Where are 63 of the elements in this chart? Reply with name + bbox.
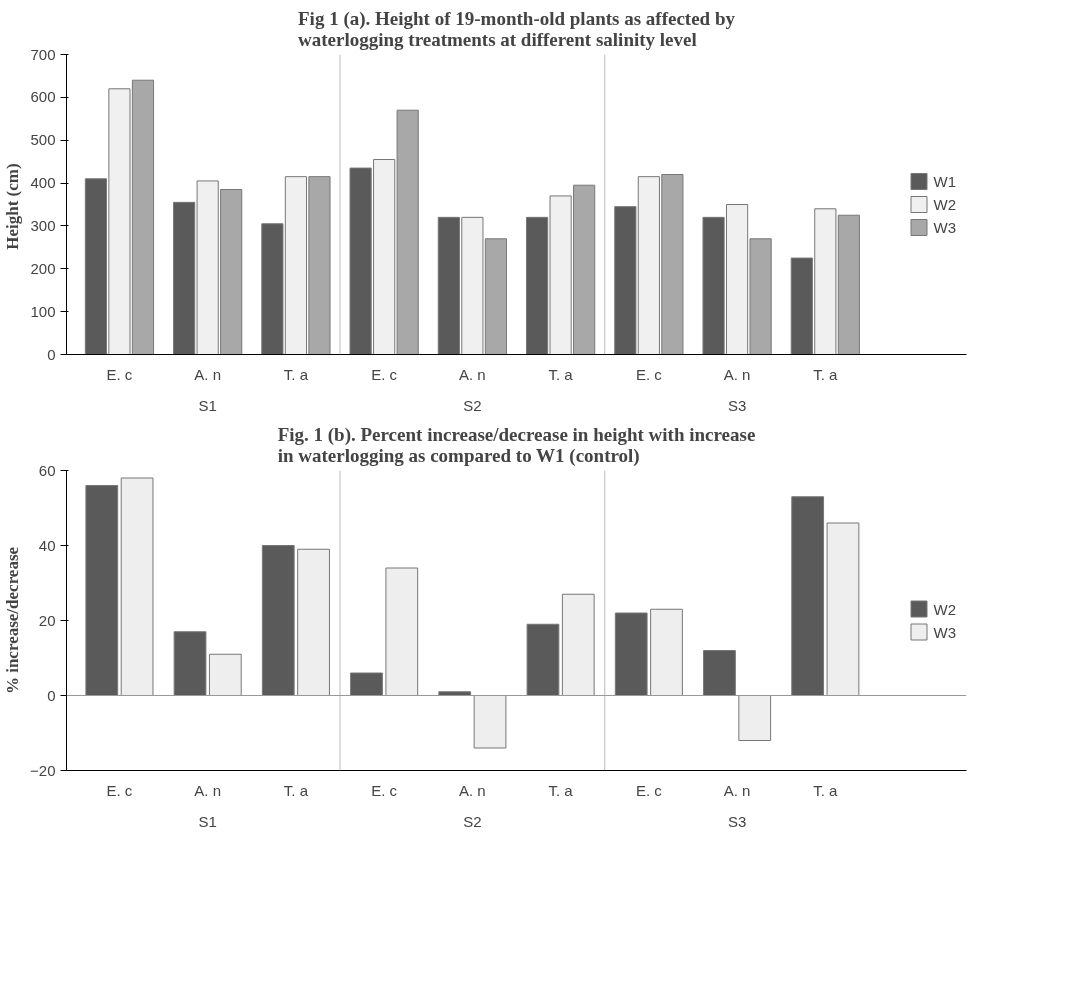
- chart-title: Fig. 1 (b). Percent increase/decrease in height with increase in waterlogging as compared to W1 (control): [277, 423, 756, 467]
- bar: [738, 695, 772, 741]
- bar: [703, 650, 736, 696]
- bar: [614, 612, 648, 696]
- y-tick-label: 300: [30, 216, 56, 234]
- y-tick-label: 500: [30, 131, 56, 149]
- x-tick-label: A. n: [459, 781, 486, 799]
- legend-label: W2: [933, 600, 956, 617]
- y-axis-title: Height (cm): [3, 163, 23, 250]
- y-axis-title: % increase/decrease: [3, 546, 23, 695]
- x-tick-label: A. n: [459, 365, 486, 383]
- x-tick-label: T. a: [283, 365, 309, 383]
- bar: [650, 608, 683, 696]
- bar: [473, 695, 507, 749]
- bar: [526, 623, 560, 696]
- chart-title: Fig 1 (a). Height of 19-month-old plants as affected by waterlogging treatments at different salinity level: [298, 7, 736, 50]
- y-tick-label: 600: [30, 88, 56, 106]
- x-tick-label: T. a: [548, 781, 574, 799]
- bar: [85, 485, 119, 696]
- bar: [261, 545, 295, 696]
- x-tick-label: E. c: [106, 781, 133, 799]
- y-tick-label: 20: [38, 611, 56, 629]
- x-tick-label: A. n: [723, 781, 751, 799]
- y-tick-label: 0: [47, 345, 56, 363]
- text: S3: [727, 396, 747, 414]
- x-tick-label: A. n: [194, 365, 222, 383]
- x-tick-label: E. c: [371, 365, 398, 383]
- bar: [120, 477, 154, 696]
- x-tick-label: E. c: [106, 365, 133, 383]
- text: S1: [198, 396, 217, 414]
- text: S1: [198, 812, 217, 830]
- y-tick-label: 0: [47, 686, 56, 704]
- y-tick-label: 40: [38, 536, 56, 554]
- y-tick-label: 400: [30, 174, 56, 192]
- x-tick-label: E. c: [371, 781, 398, 799]
- y-tick-label: 700: [30, 45, 56, 63]
- y-tick-label: 200: [30, 259, 56, 277]
- bar: [208, 653, 242, 696]
- x-tick-label: T. a: [283, 781, 309, 799]
- bar: [826, 522, 860, 696]
- bar: [173, 631, 207, 696]
- text: S2: [463, 396, 482, 414]
- x-tick-label: A. n: [723, 365, 751, 383]
- legend-label: W3: [933, 218, 956, 236]
- y-tick-label: −20: [30, 761, 56, 779]
- legend-label: W2: [933, 195, 956, 213]
- y-tick-label: 60: [38, 461, 56, 479]
- x-tick-label: E. c: [635, 365, 663, 383]
- bar: [297, 548, 330, 696]
- legend-label: W3: [933, 623, 956, 640]
- bar: [385, 567, 419, 696]
- x-tick-label: E. c: [635, 781, 663, 799]
- text: S2: [463, 812, 482, 830]
- x-tick-label: A. n: [194, 781, 222, 799]
- legend-label: W1: [933, 172, 956, 190]
- bar: [791, 496, 825, 696]
- y-tick-label: 100: [30, 302, 56, 320]
- x-tick-label: T. a: [813, 365, 839, 383]
- bar: [350, 672, 383, 696]
- bar: [561, 593, 595, 696]
- x-tick-label: T. a: [813, 781, 839, 799]
- x-tick-label: T. a: [548, 365, 574, 383]
- text: S3: [727, 812, 747, 830]
